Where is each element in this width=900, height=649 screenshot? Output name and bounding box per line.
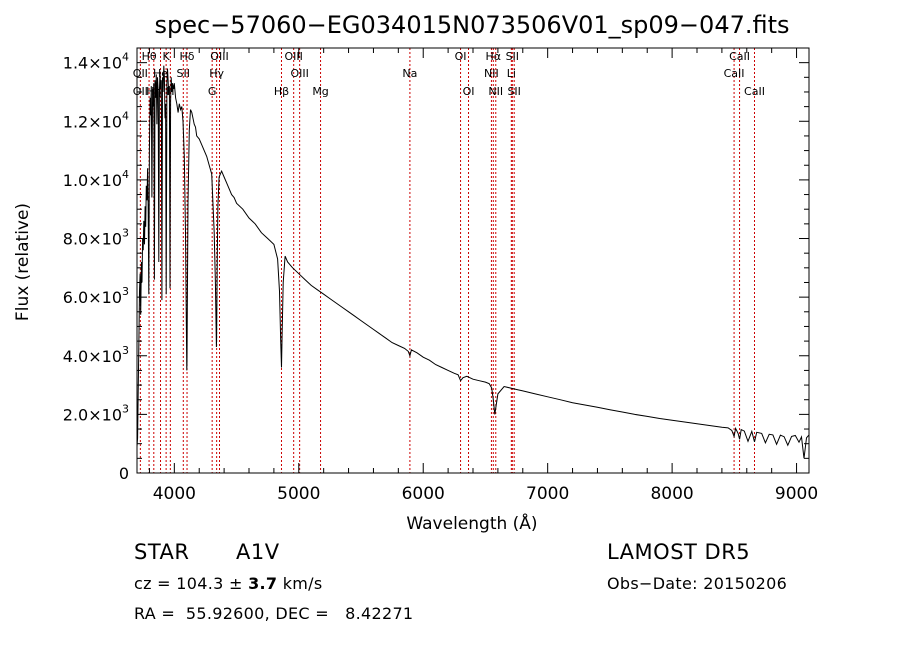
y-tick-mantissa: 2.0×10: [63, 405, 122, 424]
spectral-line-label: CaII: [724, 67, 745, 80]
y-tick-mantissa: 1.2×10: [63, 112, 122, 131]
spectral-line-label: Hβ: [274, 85, 289, 98]
spectral-line-label: OII: [133, 67, 148, 80]
plot-frame: [136, 47, 810, 474]
x-axis-label: Wavelength (Å): [406, 512, 537, 534]
redshift-value: cz = 104.3 ±: [134, 574, 249, 593]
spectral-line-label: G: [208, 85, 217, 98]
y-tick-exponent: 4: [122, 51, 129, 64]
redshift-error: 3.7: [248, 574, 278, 593]
y-tick-exponent: 3: [122, 344, 129, 357]
redshift-unit: km/s: [277, 574, 323, 593]
y-tick-label: 2.0×103: [63, 402, 129, 424]
y-tick-exponent: 3: [122, 402, 129, 415]
y-tick-label: 0: [119, 464, 129, 483]
y-tick-label: 1.4×104: [63, 51, 129, 73]
spectral-line-label: OIII: [210, 50, 228, 63]
spectral-line-markers: [139, 48, 755, 473]
spectral-line-label: Li: [507, 67, 516, 80]
spectral-line-label: SII: [507, 85, 520, 98]
chart-title: spec−57060−EG034015N073506V01_sp09−047.f…: [154, 11, 789, 39]
y-tick-label: 4.0×103: [63, 344, 129, 366]
x-tick-label: 4000: [153, 484, 196, 504]
coordinates: RA = 55.92600, DEC = 8.42271: [134, 604, 414, 623]
spectral-line-label: CaII: [744, 85, 765, 98]
spectral-line-label: OIII: [284, 50, 302, 63]
y-tick-mantissa: 4.0×10: [63, 347, 122, 366]
y-tick-mantissa: 0: [119, 464, 129, 483]
y-tick-exponent: 4: [122, 168, 129, 181]
spectral-line-label: NII: [484, 67, 499, 80]
y-tick-mantissa: 1.0×10: [63, 171, 122, 190]
survey-name: LAMOST DR5: [607, 540, 751, 564]
spectral-line-label: Hα: [486, 50, 502, 63]
spectral-line-label: Mg: [312, 85, 328, 98]
y-axis-label: Flux (relative): [13, 203, 33, 321]
spectrum-series-line: [136, 65, 810, 459]
y-tick-mantissa: 6.0×10: [63, 288, 122, 307]
spectral-line-label: OI: [463, 85, 475, 98]
x-axis: 4000 5000 6000 7000 8000 9000: [148, 48, 818, 504]
y-tick-label: 1.0×104: [63, 168, 129, 190]
x-tick-label: 5000: [277, 484, 320, 504]
spectral-line-label: K: [163, 50, 171, 63]
spectral-line-label: CaII: [729, 50, 750, 63]
observation-date: Obs−Date: 20150206: [607, 574, 788, 593]
spectral-line-label: NII: [488, 85, 503, 98]
y-tick-label: 8.0×103: [63, 227, 129, 249]
spectral-line-label: Hγ: [209, 67, 224, 80]
object-subclass: A1V: [236, 540, 280, 564]
y-tick-label: 6.0×103: [63, 285, 129, 307]
redshift-readout: cz = 104.3 ± 3.7 km/s: [134, 574, 322, 593]
object-class: STAR: [134, 540, 190, 564]
spectral-line-label: OI: [455, 50, 467, 63]
spectral-line-label: SII: [506, 50, 519, 63]
y-tick-label: 1.2×104: [63, 109, 129, 131]
y-tick-exponent: 3: [122, 227, 129, 240]
x-tick-label: 7000: [526, 484, 569, 504]
spectral-line-label: Hδ: [180, 50, 195, 63]
spectral-line-label: Na: [402, 67, 417, 80]
spectral-line-label: SII: [177, 67, 190, 80]
spectral-line-label: Hθ: [142, 50, 157, 63]
y-tick-exponent: 4: [122, 109, 129, 122]
y-axis: 02.0×1034.0×1036.0×1038.0×1031.0×1041.2×…: [63, 51, 809, 483]
x-tick-label: 8000: [650, 484, 693, 504]
y-tick-exponent: 3: [122, 285, 129, 298]
y-tick-mantissa: 8.0×10: [63, 230, 122, 249]
spectral-line-label: OIII: [290, 67, 308, 80]
x-tick-label: 9000: [775, 484, 818, 504]
x-tick-label: 6000: [402, 484, 445, 504]
y-tick-mantissa: 1.4×10: [63, 54, 122, 73]
